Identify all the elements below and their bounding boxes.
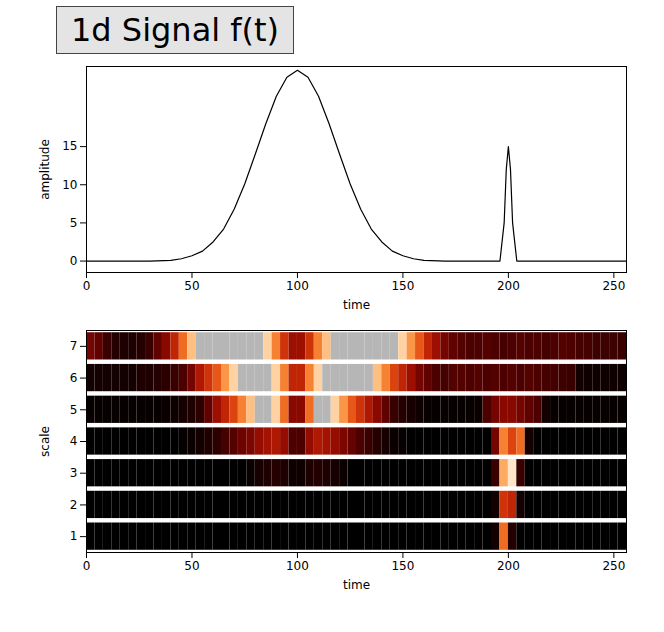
svg-text:150: 150 — [391, 279, 414, 293]
svg-text:5: 5 — [70, 216, 78, 230]
svg-text:1: 1 — [70, 529, 78, 543]
svg-text:6: 6 — [70, 371, 78, 385]
svg-text:2: 2 — [70, 498, 78, 512]
svg-text:0: 0 — [83, 279, 91, 293]
svg-text:250: 250 — [602, 559, 625, 573]
svg-text:150: 150 — [391, 559, 414, 573]
svg-text:10: 10 — [62, 178, 77, 192]
svg-text:5: 5 — [70, 403, 78, 417]
svg-text:50: 50 — [184, 559, 199, 573]
svg-text:time: time — [343, 298, 370, 312]
svg-text:200: 200 — [497, 559, 520, 573]
svg-text:100: 100 — [286, 279, 309, 293]
svg-text:7: 7 — [70, 339, 78, 353]
svg-text:4: 4 — [70, 434, 78, 448]
svg-text:50: 50 — [184, 279, 199, 293]
svg-text:time: time — [343, 578, 370, 592]
html-text:1d Signal f(t): 1d Signal f(t) — [71, 11, 280, 49]
svg-text:amplitude: amplitude — [38, 139, 52, 200]
svg-text:0: 0 — [83, 559, 91, 573]
svg-text:15: 15 — [62, 139, 77, 153]
svg-text:200: 200 — [497, 279, 520, 293]
svg-text:scale: scale — [38, 426, 52, 457]
svg-text:100: 100 — [286, 559, 309, 573]
svg-text:0: 0 — [70, 254, 78, 268]
svg-text:3: 3 — [70, 466, 78, 480]
svg-text:250: 250 — [602, 279, 625, 293]
